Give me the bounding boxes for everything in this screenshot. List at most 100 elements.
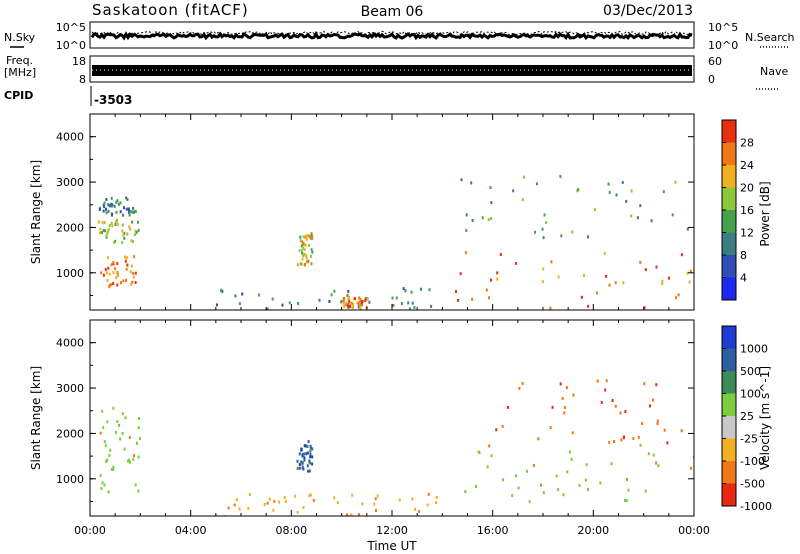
data-cell	[137, 426, 140, 430]
data-cell	[129, 270, 132, 274]
data-cell	[126, 197, 129, 201]
data-cell	[521, 382, 524, 385]
data-cell	[374, 497, 377, 501]
data-cell	[526, 469, 528, 473]
data-cell	[132, 457, 135, 461]
data-cell	[541, 280, 544, 284]
xtick-label: 16:00	[477, 524, 509, 537]
data-cell	[671, 213, 674, 217]
data-cell	[103, 440, 106, 444]
data-cell	[132, 240, 134, 243]
data-cell	[302, 246, 305, 250]
data-cell	[113, 240, 116, 244]
data-cell	[263, 502, 266, 506]
data-cell	[112, 465, 115, 469]
data-cell	[410, 290, 413, 294]
data-cell	[115, 210, 118, 214]
ytick-label: 2000	[56, 427, 84, 440]
data-cell	[534, 230, 536, 234]
data-cell	[124, 259, 127, 263]
data-cell	[298, 249, 301, 253]
xtick-label: 00:00	[678, 524, 710, 537]
data-cell	[350, 513, 353, 516]
data-cell	[599, 481, 602, 485]
data-cell	[345, 301, 348, 305]
xtick-label: 12:00	[376, 524, 408, 537]
cbar-tick-label: 100	[740, 388, 761, 401]
data-cell	[533, 463, 535, 467]
data-cell	[123, 236, 126, 240]
data-cell	[135, 230, 138, 234]
data-cell	[298, 463, 301, 466]
data-cell	[125, 196, 128, 200]
data-cell	[120, 281, 122, 285]
data-cell	[607, 182, 610, 186]
cbar-tick-label: 500	[740, 365, 761, 378]
data-cell	[584, 478, 587, 482]
data-cell	[541, 227, 544, 231]
data-cell	[514, 474, 517, 478]
nave-label: Nave	[760, 65, 788, 78]
data-cell	[495, 428, 498, 432]
data-cell	[358, 513, 360, 516]
data-cell	[572, 393, 575, 397]
data-cell	[107, 266, 110, 270]
nsky-label: N.Sky	[4, 31, 36, 44]
data-cell	[667, 276, 670, 280]
cbar-segment	[722, 348, 736, 371]
data-cell	[100, 271, 103, 275]
data-cell	[266, 308, 269, 310]
data-cell	[311, 455, 314, 459]
noise-panel: 10^5 10^0 10^5 10^0 N.Sky N.Search	[4, 21, 795, 52]
cbar-segment	[722, 326, 736, 349]
station-title: Saskatoon (fitACF)	[92, 1, 249, 19]
data-cell	[347, 289, 350, 293]
data-cell	[490, 454, 493, 458]
data-cell	[310, 233, 313, 237]
data-cell	[375, 509, 377, 512]
data-cell	[104, 268, 107, 272]
data-cell	[674, 180, 677, 184]
data-cell	[359, 299, 362, 303]
data-cell	[364, 296, 367, 300]
data-cell	[272, 508, 275, 512]
data-cell	[238, 507, 241, 511]
data-cell	[220, 288, 223, 292]
data-cell	[358, 296, 361, 300]
data-cell	[485, 288, 488, 292]
data-cell	[308, 460, 311, 464]
data-cell	[392, 303, 395, 307]
data-cell	[636, 216, 639, 220]
data-cell	[133, 255, 136, 259]
data-cell	[126, 263, 129, 267]
data-cell	[300, 244, 303, 248]
data-cell	[347, 305, 350, 309]
data-cell	[639, 260, 642, 264]
data-cell	[655, 383, 658, 387]
data-cell	[460, 178, 463, 182]
data-cell	[300, 460, 303, 464]
data-cell	[649, 404, 651, 408]
data-cell	[278, 500, 280, 504]
cbar-segment	[722, 232, 736, 255]
data-cell	[306, 445, 309, 448]
data-cell	[138, 437, 141, 441]
data-cell	[686, 227, 689, 231]
data-cell	[305, 452, 308, 456]
data-cell	[134, 281, 137, 284]
data-cell	[311, 250, 314, 254]
data-cell	[502, 478, 504, 482]
data-cell	[426, 503, 429, 507]
data-cell	[137, 228, 140, 232]
data-cell	[266, 501, 269, 505]
data-cell	[108, 285, 111, 289]
data-cell	[470, 181, 473, 185]
data-cell	[309, 444, 312, 448]
data-cell	[333, 289, 336, 293]
data-cell	[234, 294, 237, 298]
data-cell	[235, 498, 238, 502]
data-cell	[307, 469, 310, 473]
data-cell	[550, 260, 553, 264]
data-cell	[233, 503, 236, 507]
data-cell	[428, 288, 431, 292]
